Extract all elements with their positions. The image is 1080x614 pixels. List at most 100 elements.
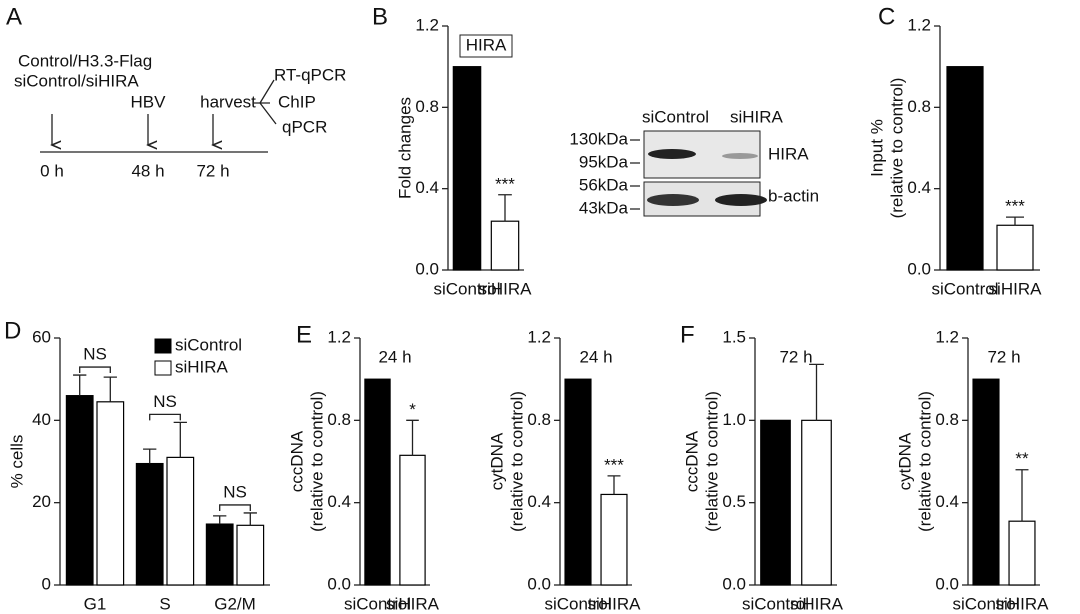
legend-label: siHIRA xyxy=(175,357,229,376)
annotation: NS xyxy=(153,392,177,411)
time: 0 h xyxy=(40,161,64,180)
x-tick-label: G1 xyxy=(84,594,107,613)
y-tick-label: 0.4 xyxy=(935,492,959,511)
lane-label: siControl xyxy=(642,107,709,126)
y-tick-label: 0.4 xyxy=(327,492,351,511)
error-bar xyxy=(103,376,117,402)
annotation: NS xyxy=(83,345,107,364)
protein-label: HIRA xyxy=(768,144,809,163)
y-tick-label: 0.0 xyxy=(415,259,439,278)
bar xyxy=(135,462,164,586)
event: HBV xyxy=(131,92,167,111)
bar xyxy=(564,378,592,586)
bar xyxy=(996,224,1034,271)
error-bar xyxy=(213,515,227,525)
x-tick-label: siHIRA xyxy=(386,594,440,613)
error-bar xyxy=(809,363,824,421)
annotation: ** xyxy=(1015,449,1029,468)
error-bar xyxy=(143,448,157,464)
timeline xyxy=(40,79,277,153)
x-tick-label: siControl xyxy=(742,594,809,613)
annotation: *** xyxy=(1005,197,1025,216)
annotation: *** xyxy=(604,455,624,474)
y-tick-label: 0 xyxy=(42,574,51,593)
y-tick-label: 0.0 xyxy=(907,259,931,278)
chart-title: 24 h xyxy=(579,347,612,366)
y-axis-label: cccDNA xyxy=(682,430,701,492)
x-tick-label: siControl xyxy=(344,594,411,613)
y-axis-label: (relative to control) xyxy=(915,391,934,532)
y-axis-label: (relative to control) xyxy=(887,78,906,219)
error-bar xyxy=(173,421,187,458)
output: ChIP xyxy=(278,92,316,111)
y-tick-label: 0.4 xyxy=(527,492,551,511)
x-tick-label: siHIRA xyxy=(989,279,1043,298)
y-axis-label: (relative to control) xyxy=(507,391,526,532)
y-tick-label: 1.2 xyxy=(415,15,439,34)
panel-letter: B xyxy=(372,3,388,30)
y-tick-label: 0.5 xyxy=(722,492,746,511)
panel-letter: F xyxy=(680,321,695,348)
chart-title: 72 h xyxy=(779,347,812,366)
error-bar xyxy=(1006,216,1024,226)
y-axis-label: (relative to control) xyxy=(307,391,326,532)
y-tick-label: 40 xyxy=(32,410,51,429)
legend-swatch xyxy=(154,360,172,376)
bar xyxy=(946,66,984,271)
y-tick-label: 0.8 xyxy=(327,410,351,429)
y-tick-label: 20 xyxy=(32,492,51,511)
bracket xyxy=(79,366,111,374)
condition: siControl/siHIRA xyxy=(14,71,139,90)
bar xyxy=(452,66,482,271)
annotation: * xyxy=(409,400,416,419)
time: 72 h xyxy=(196,161,229,180)
bar xyxy=(166,456,195,586)
y-tick-label: 1.0 xyxy=(722,410,746,429)
y-tick-label: 0.0 xyxy=(327,574,351,593)
x-tick-label: siHIRA xyxy=(996,594,1050,613)
legend-label: siControl xyxy=(175,335,242,354)
x-tick-label: siControl xyxy=(433,279,500,298)
x-tick-label: G2/M xyxy=(214,594,256,613)
y-tick-label: 1.2 xyxy=(907,15,931,34)
y-tick-label: 1.2 xyxy=(327,327,351,346)
x-tick-label: siHIRA xyxy=(790,594,844,613)
blot-image xyxy=(630,130,767,217)
event: harvest xyxy=(200,92,256,111)
error-bar xyxy=(406,419,419,456)
marker-label: 130kDa xyxy=(569,129,628,148)
bar xyxy=(96,401,125,586)
y-tick-label: 0.4 xyxy=(907,178,931,197)
annotation: *** xyxy=(495,174,515,193)
bracket xyxy=(219,504,251,511)
y-tick-label: 1.2 xyxy=(527,327,551,346)
marker-label: 56kDa xyxy=(579,175,629,194)
condition: Control/H3.3-Flag xyxy=(18,51,152,70)
bar xyxy=(399,454,426,586)
bar xyxy=(205,523,234,586)
bar xyxy=(600,493,628,586)
y-tick-label: 0.8 xyxy=(527,410,551,429)
y-tick-label: 0.8 xyxy=(415,97,439,116)
bracket xyxy=(149,413,181,421)
x-tick-label: S xyxy=(159,594,170,613)
y-tick-label: 0.0 xyxy=(527,574,551,593)
y-axis-label: cccDNA xyxy=(287,430,306,492)
y-tick-label: 1.5 xyxy=(722,327,746,346)
error-bar xyxy=(1015,469,1029,522)
y-axis-label: Fold changes xyxy=(395,97,414,199)
error-bar xyxy=(498,194,512,222)
y-axis-label: (relative to control) xyxy=(702,391,721,532)
y-tick-label: 0.4 xyxy=(415,178,439,197)
y-axis-label: cytDNA xyxy=(487,432,506,490)
bar xyxy=(65,395,94,586)
output: qPCR xyxy=(282,117,327,136)
chart-title: 24 h xyxy=(378,347,411,366)
bar xyxy=(760,419,791,586)
output: RT-qPCR xyxy=(274,65,346,84)
y-axis-label: cytDNA xyxy=(895,432,914,490)
x-tick-label: siControl xyxy=(952,594,1019,613)
x-tick-label: siControl xyxy=(931,279,998,298)
